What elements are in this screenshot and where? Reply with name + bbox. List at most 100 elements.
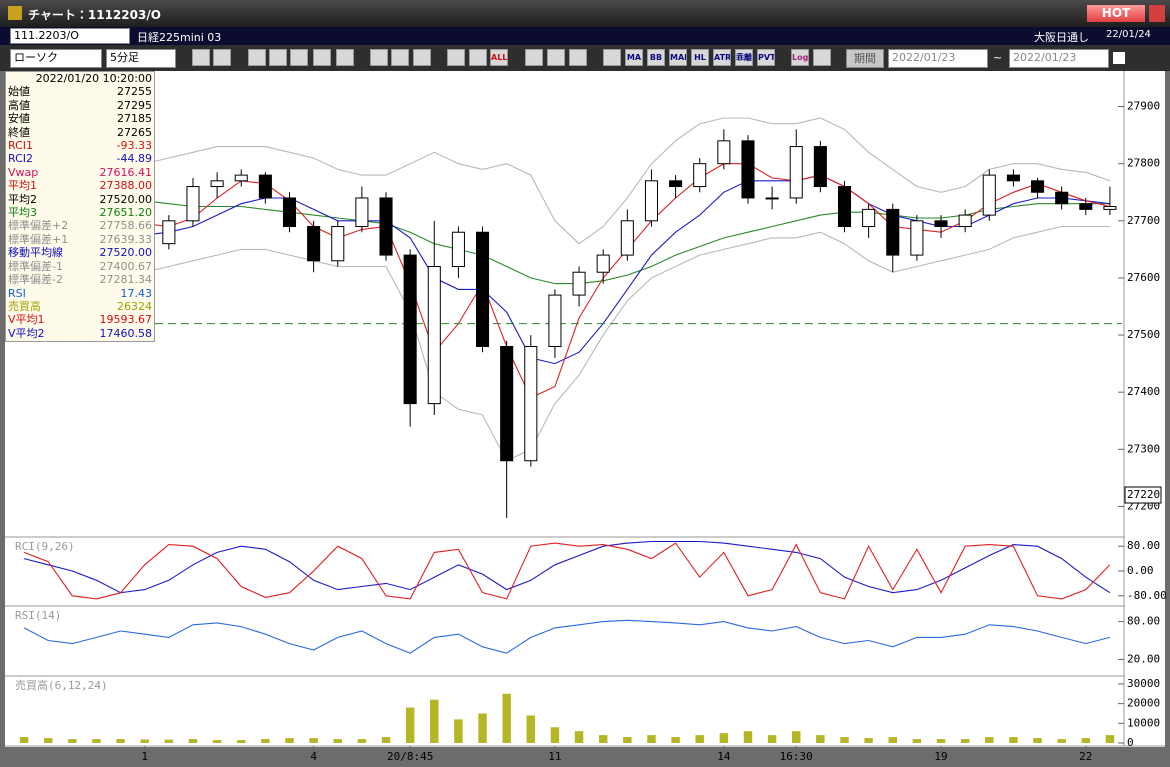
info-label: RCI2 bbox=[8, 152, 34, 166]
volume-bar bbox=[792, 731, 801, 743]
y-tick-label: 27900 bbox=[1127, 100, 1160, 113]
info-row: 標準偏差-1 27400.67 bbox=[6, 260, 154, 273]
to-date[interactable]: 2022/01/23 bbox=[1009, 49, 1109, 68]
tool-icon[interactable] bbox=[547, 49, 565, 66]
title-bar: チャート：1112203/O HOT bbox=[0, 0, 1170, 27]
volume-bar bbox=[1081, 738, 1091, 743]
y-tick-label: 27700 bbox=[1127, 214, 1160, 227]
interval-select[interactable]: 5分足 bbox=[106, 49, 176, 68]
y-tick-label: 27300 bbox=[1127, 442, 1160, 455]
candle-body bbox=[331, 226, 345, 262]
candle-body bbox=[669, 180, 683, 188]
candle-body bbox=[1103, 206, 1117, 210]
y-tick-label: 30000 bbox=[1127, 677, 1160, 690]
tool-icon[interactable] bbox=[813, 49, 831, 66]
info-value: 27520.00 bbox=[99, 246, 153, 260]
info-label: 高値 bbox=[8, 98, 30, 112]
mae-button[interactable]: MAE bbox=[669, 49, 687, 66]
volume-bar bbox=[647, 735, 656, 743]
info-label: 標準偏差-1 bbox=[8, 259, 63, 273]
info-row: 標準偏差-2 27281.34 bbox=[6, 273, 154, 286]
tool-icon[interactable] bbox=[569, 49, 587, 66]
info-value: 26324 bbox=[117, 299, 152, 313]
volume-bar bbox=[960, 739, 970, 743]
tool-icon[interactable] bbox=[213, 49, 231, 66]
log-button[interactable]: Log bbox=[791, 49, 809, 66]
info-row: 平均2 27520.00 bbox=[6, 193, 154, 206]
panel-title: RCI(9,26) bbox=[15, 540, 75, 553]
candle-body bbox=[476, 231, 490, 347]
bb-button[interactable]: BB bbox=[647, 49, 665, 66]
y-tick-label: 0.00 bbox=[1127, 564, 1154, 577]
volume-bar bbox=[454, 719, 463, 743]
info-row: RCI2 -44.89 bbox=[6, 152, 154, 165]
candle-body bbox=[934, 220, 948, 228]
tool-icon[interactable] bbox=[603, 49, 621, 66]
candle-body bbox=[379, 197, 393, 256]
info-value: 27758.66 bbox=[99, 219, 153, 233]
hl-button[interactable]: HL bbox=[691, 49, 709, 66]
tool-icon[interactable] bbox=[391, 49, 409, 66]
info-value: 27400.67 bbox=[99, 259, 153, 273]
checkbox[interactable] bbox=[1113, 52, 1125, 64]
tool-icon[interactable] bbox=[336, 49, 354, 66]
hot-button[interactable]: HOT bbox=[1087, 5, 1145, 22]
candle-body bbox=[837, 186, 852, 228]
tool-icon[interactable] bbox=[447, 49, 465, 66]
indicator-line bbox=[23, 225, 1110, 462]
candle-body bbox=[813, 146, 827, 188]
volume-bar bbox=[840, 737, 849, 743]
symbol-input[interactable]: 111.2203/O bbox=[10, 28, 130, 44]
indicator-line bbox=[24, 174, 1110, 365]
x-tick-label: 22 bbox=[1079, 750, 1092, 763]
zoom-icon[interactable] bbox=[192, 49, 210, 66]
range-tilde: ~ bbox=[993, 51, 1003, 64]
tool-icon[interactable] bbox=[469, 49, 487, 66]
info-value: -93.33 bbox=[116, 139, 152, 153]
volume-bar bbox=[864, 738, 873, 743]
volume-bar bbox=[188, 739, 198, 743]
ma-button[interactable]: MA bbox=[625, 49, 643, 66]
candle-body bbox=[500, 345, 514, 462]
pvt-button[interactable]: PVT bbox=[757, 49, 775, 66]
volume-bar bbox=[1105, 735, 1115, 743]
info-value: 27616.41 bbox=[99, 165, 153, 179]
tool-icon[interactable] bbox=[248, 49, 266, 66]
all-button[interactable]: ALL bbox=[490, 49, 508, 66]
candle-body bbox=[717, 140, 731, 165]
atr-button[interactable]: ATR bbox=[713, 49, 731, 66]
close-button[interactable] bbox=[1149, 5, 1165, 22]
volume-bar bbox=[767, 735, 777, 743]
indicator-line bbox=[24, 163, 1111, 399]
candle-body bbox=[282, 197, 297, 228]
volume-bar bbox=[309, 738, 318, 743]
info-row: 高値 27295 bbox=[6, 99, 154, 112]
volume-bar bbox=[116, 739, 125, 743]
panel-title: 売買高(6,12,24) bbox=[15, 678, 108, 692]
y-tick-label: 20000 bbox=[1127, 697, 1160, 710]
from-date[interactable]: 2022/01/23 bbox=[888, 49, 988, 68]
info-panel: 2022/01/20 10:20:00 始値 27255 高値 27295 安値 2718… bbox=[5, 71, 155, 342]
chart-background bbox=[5, 71, 1165, 747]
y-tick-label: 27800 bbox=[1127, 157, 1160, 170]
deviation-button[interactable]: 乖離 bbox=[735, 49, 753, 66]
tool-icon[interactable] bbox=[290, 49, 308, 66]
volume-bar bbox=[743, 731, 753, 743]
info-label: 標準偏差+2 bbox=[8, 219, 69, 233]
tool-icon[interactable] bbox=[370, 49, 388, 66]
info-label: Vwap bbox=[8, 165, 39, 179]
tool-icon[interactable] bbox=[413, 49, 431, 66]
tool-icon[interactable] bbox=[313, 49, 331, 66]
info-value: 27295 bbox=[117, 98, 152, 112]
candle-body bbox=[693, 163, 707, 188]
panel-title: RSI(14) bbox=[15, 609, 61, 622]
tool-icon[interactable] bbox=[269, 49, 287, 66]
volume-bar bbox=[164, 739, 174, 743]
session-label: 大阪日通し bbox=[1034, 31, 1089, 44]
period-button[interactable]: 期間 bbox=[846, 49, 884, 68]
tool-icon[interactable] bbox=[525, 49, 543, 66]
volume-bar bbox=[285, 738, 294, 743]
volume-bar bbox=[333, 739, 342, 743]
chart-style-select[interactable]: ローソク bbox=[10, 49, 102, 68]
info-value: 27639.33 bbox=[99, 232, 153, 246]
